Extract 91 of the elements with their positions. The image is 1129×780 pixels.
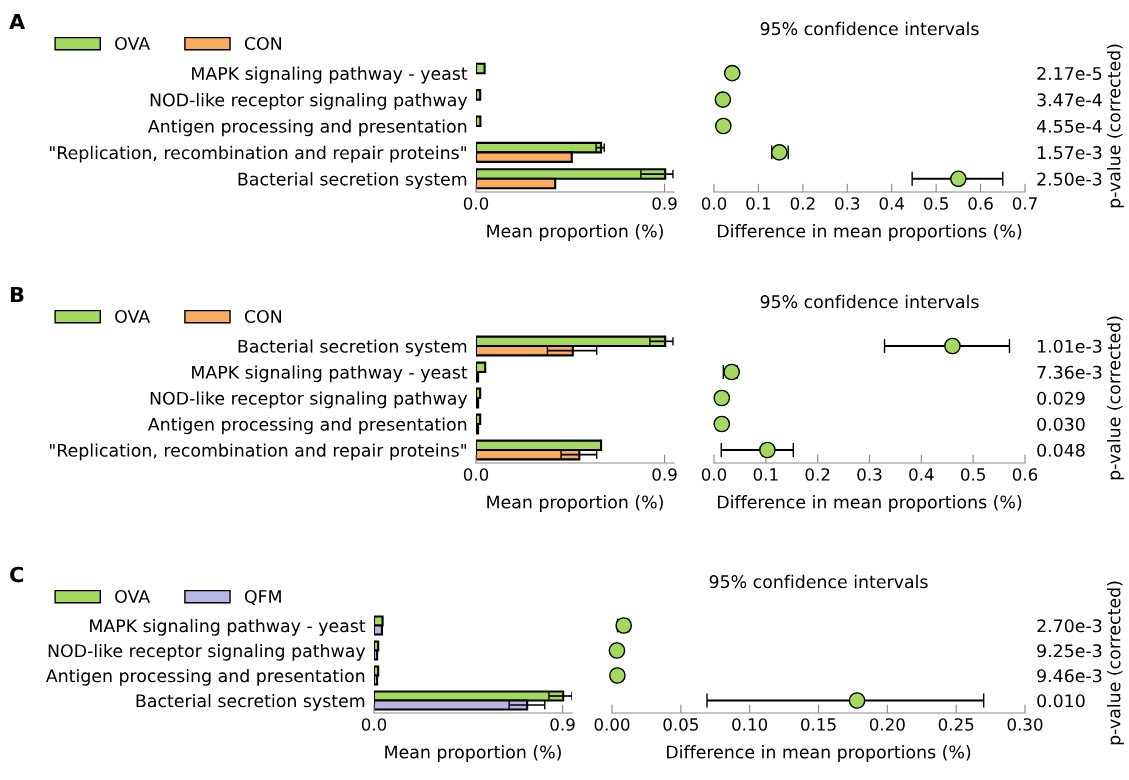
y-tick-label: Bacterial secretion system <box>136 693 365 711</box>
point <box>713 389 731 407</box>
y-tick-label: 9.25e-3 <box>1037 644 1102 658</box>
point <box>714 117 732 135</box>
x-tick-label: 0.2 <box>805 468 830 481</box>
x-tick-label: 0.3 <box>835 197 860 210</box>
x-tick-label: 0.7 <box>1012 197 1037 210</box>
text: C <box>10 566 23 583</box>
bar <box>476 89 482 101</box>
y-tick-label: Antigen processing and presentation <box>147 417 467 435</box>
y-tick-label: 0.029 <box>1037 391 1085 405</box>
x-tick-label: 0.1 <box>746 197 771 210</box>
x-tick-label: 0.05 <box>663 718 698 731</box>
y-tick-label: 7.36e-3 <box>1037 365 1102 379</box>
point <box>944 337 961 355</box>
y-tick-label: NOD-like receptor signaling pathway <box>48 643 366 661</box>
x-tick-label: 0.00 <box>594 718 630 731</box>
x-tick-label: 0.1 <box>753 468 778 481</box>
y-tick-label: 3.47e-4 <box>1037 93 1102 107</box>
y-tick-label: Bacterial secretion system <box>238 172 467 190</box>
x-tick-label: 0.0 <box>463 197 489 210</box>
chart-title: 95% confidence intervals <box>760 21 979 36</box>
legend-label: OVA <box>115 309 151 324</box>
x-axis-title: Difference in mean proportions (%) <box>718 495 1022 512</box>
y-tick-label: Antigen processing and presentation <box>147 119 467 137</box>
y-tick-label: Bacterial secretion system <box>238 339 467 357</box>
x-tick-label: 0.6 <box>968 197 993 210</box>
y-tick-label: 1.57e-3 <box>1038 146 1102 160</box>
x-tick-label: 0.4 <box>909 468 934 481</box>
y-tick-label: "Replication, recombination and repair proteins" <box>49 443 466 461</box>
x-tick-label: 0.0 <box>463 468 489 481</box>
x-tick-label: 0.4 <box>879 197 905 210</box>
x-tick-label: 0.9 <box>652 468 677 481</box>
x-axis-title: Mean proportion (%) <box>385 745 561 762</box>
point <box>759 441 776 459</box>
bar <box>476 62 486 75</box>
legend-label: CON <box>244 36 281 51</box>
text: B <box>10 286 24 303</box>
x-axis-title: Mean proportion (%) <box>487 495 663 512</box>
legend-label: OVA <box>115 36 151 51</box>
y-tick-label: MAPK signaling pathway - yeast <box>90 618 366 636</box>
point <box>848 692 866 709</box>
legend-label: QFM <box>244 589 281 606</box>
y-tick-label: Antigen processing and presentation <box>45 668 365 686</box>
point <box>723 64 741 82</box>
legend-label: OVA <box>115 589 151 604</box>
x-axis-title: Difference in mean proportions (%) <box>667 745 971 762</box>
y-tick-label: MAPK signaling pathway - yeast <box>192 365 468 383</box>
chart-title: 95% confidence intervals <box>709 574 928 589</box>
y2-axis-title: p-value (corrected) <box>1107 581 1124 745</box>
x-tick-label: 0.25 <box>938 718 974 731</box>
y-tick-label: NOD-like receptor signaling pathway <box>150 391 468 409</box>
y-tick-label: NOD-like receptor signaling pathway <box>150 93 468 110</box>
x-tick-label: 0.0 <box>361 718 387 731</box>
x-tick-label: 0.5 <box>961 468 985 481</box>
x-tick-label: 0.10 <box>732 718 768 731</box>
y2-axis-title: p-value (corrected) <box>1107 44 1124 208</box>
chart-title: 95% confidence intervals <box>760 294 979 309</box>
x-tick-label: 0.0 <box>701 468 727 481</box>
y-tick-label: 1.01e-3 <box>1038 339 1102 353</box>
y-tick-label: 0.048 <box>1037 443 1085 457</box>
y-tick-label: "Replication, recombination and repair proteins" <box>49 145 466 163</box>
y-tick-label: 9.46e-3 <box>1037 669 1102 683</box>
x-axis-title: Difference in mean proportions (%) <box>718 224 1022 241</box>
x-tick-label: 0.15 <box>801 718 836 731</box>
y-tick-label: 4.55e-4 <box>1036 119 1102 133</box>
point <box>609 667 626 684</box>
x-tick-label: 0.5 <box>923 197 948 210</box>
y-tick-label: MAPK signaling pathway - yeast <box>192 66 468 84</box>
x-tick-label: 0.9 <box>550 718 575 731</box>
point <box>950 170 967 188</box>
x-tick-label: 0.3 <box>857 468 882 481</box>
y2-axis-title: p-value (corrected) <box>1107 316 1124 480</box>
y-tick-label: 2.70e-3 <box>1037 619 1102 633</box>
x-tick-label: 0.20 <box>869 718 905 731</box>
y-tick-label: 2.50e-3 <box>1037 172 1102 186</box>
y-tick-label: 0.030 <box>1037 417 1085 431</box>
x-tick-label: 0.6 <box>1012 468 1038 481</box>
point <box>713 415 731 433</box>
legend-label: CON <box>244 309 281 324</box>
bar <box>476 115 482 128</box>
x-tick-label: 0.30 <box>1007 718 1043 731</box>
text: A <box>9 13 26 30</box>
point <box>714 91 732 108</box>
point <box>608 642 626 659</box>
x-tick-label: 0.0 <box>701 197 727 210</box>
x-axis-title: Mean proportion (%) <box>487 224 663 241</box>
x-tick-label: 0.9 <box>652 197 677 210</box>
y-tick-label: 2.17e-5 <box>1037 66 1102 81</box>
y-tick-label: 0.010 <box>1037 694 1085 708</box>
x-tick-label: 0.2 <box>790 197 815 210</box>
